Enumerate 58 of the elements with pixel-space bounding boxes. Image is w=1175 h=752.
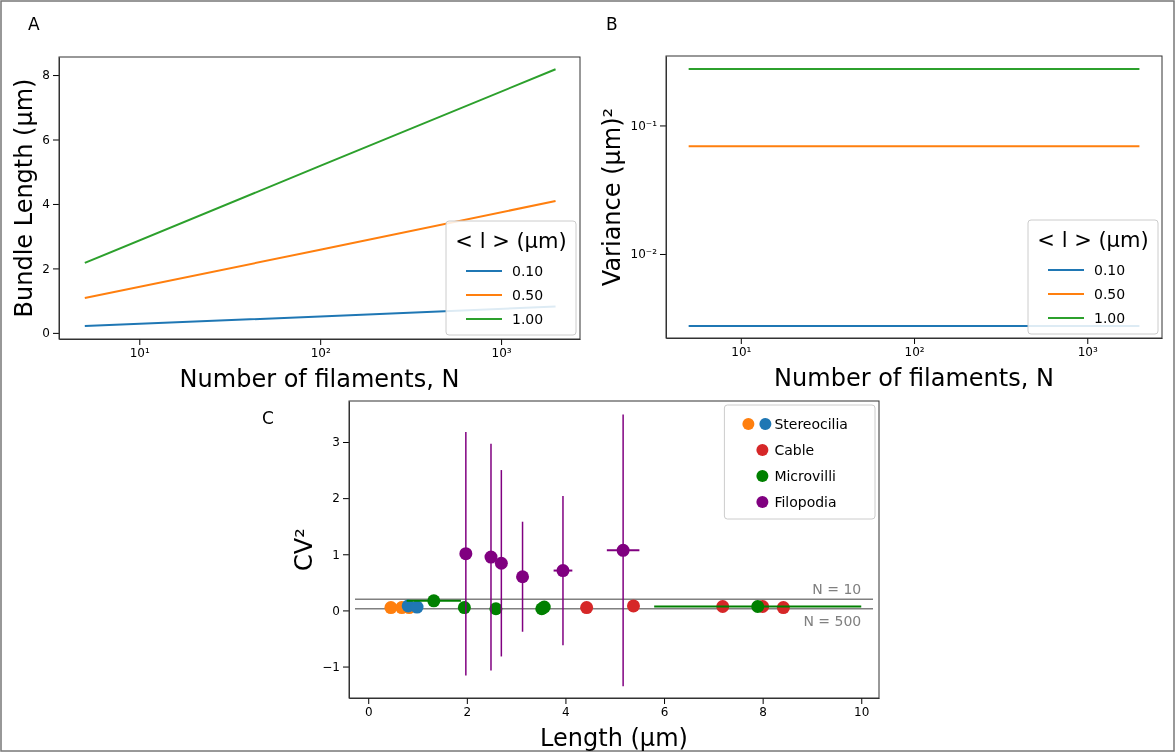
- point: [751, 599, 765, 613]
- x-axis-title: Number of filaments, N: [774, 364, 1054, 392]
- y-tick-label: 0: [332, 603, 340, 618]
- x-tick-label: 8: [759, 704, 767, 719]
- x-tick-label: 10: [854, 704, 870, 719]
- point: [494, 556, 508, 570]
- point: [484, 550, 498, 564]
- legend-label: 0.10: [1094, 262, 1126, 278]
- chart-title: C: [262, 408, 274, 428]
- x-tick-label: 10¹: [731, 344, 752, 359]
- x-tick-label: 10¹: [129, 345, 150, 360]
- point: [580, 601, 594, 615]
- point: [616, 543, 630, 557]
- x-tick-label: 2: [463, 704, 472, 719]
- legend-label: Cable: [774, 442, 815, 458]
- y-tick-label: 6: [42, 132, 50, 147]
- legend-title: < l > (μm): [455, 229, 567, 253]
- y-tick-label: 1: [332, 547, 340, 562]
- chart-title: B: [606, 14, 618, 34]
- x-tick-label: 10³: [491, 345, 512, 360]
- point: [427, 594, 441, 608]
- x-tick-label: 10²: [904, 344, 925, 359]
- x-tick-label: 4: [562, 704, 570, 719]
- annotation: N = 500: [803, 612, 862, 629]
- legend-label: 0.50: [512, 287, 544, 303]
- chart-title: A: [28, 14, 40, 34]
- x-tick-label: 6: [660, 704, 669, 719]
- y-tick-label: −1: [322, 659, 340, 674]
- x-tick-label: 10³: [1077, 344, 1098, 359]
- y-tick-label: 10⁻²: [630, 247, 658, 262]
- y-tick-label: 3: [332, 435, 340, 450]
- annotation: N = 10: [812, 581, 862, 598]
- y-tick-label: 10⁻¹: [630, 118, 658, 133]
- x-tick-label: 0: [364, 704, 373, 719]
- y-axis-title: Variance (μm)²: [598, 107, 627, 287]
- y-tick-label: 2: [332, 491, 340, 506]
- y-tick-label: 4: [42, 197, 50, 212]
- y-axis-title: CV²: [289, 528, 318, 571]
- x-axis-title: Number of filaments, N: [179, 365, 460, 393]
- legend-label: 1.00: [512, 311, 544, 327]
- y-tick-label: 2: [42, 261, 50, 276]
- y-axis-title: Bundle Length (μm): [9, 78, 38, 318]
- legend-label: 0.50: [1094, 286, 1126, 302]
- x-tick-label: 10²: [310, 345, 331, 360]
- legend-label: Stereocilia: [774, 416, 848, 432]
- legend-label: Filopodia: [774, 494, 837, 510]
- point: [516, 570, 530, 584]
- point: [626, 599, 640, 613]
- x-axis-title: Length (μm): [540, 724, 688, 752]
- legend-label: 1.00: [1094, 310, 1126, 326]
- legend-title: < l > (μm): [1037, 228, 1149, 252]
- y-tick-label: 0: [42, 326, 50, 341]
- point: [459, 547, 473, 561]
- legend-label: 0.10: [512, 263, 544, 279]
- point: [556, 564, 570, 578]
- point: [384, 601, 398, 615]
- y-tick-label: 8: [42, 68, 50, 83]
- legend-label: Microvilli: [774, 468, 836, 484]
